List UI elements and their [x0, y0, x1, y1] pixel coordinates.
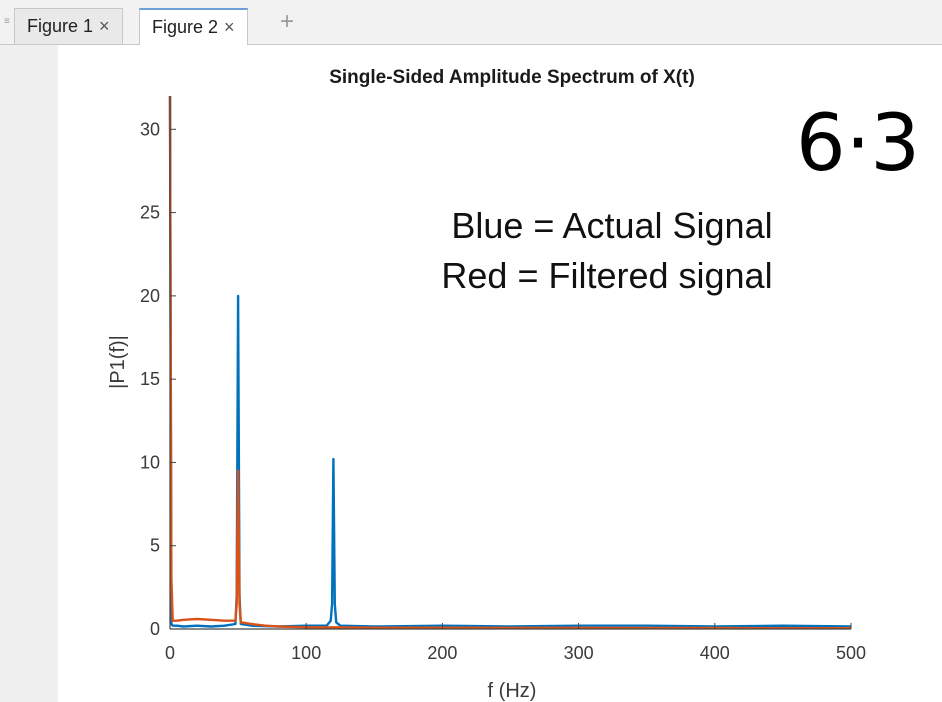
plot-lines — [168, 95, 852, 630]
figure-tab-bar: ≡ Figure 1 × Figure 2 × + — [0, 0, 942, 45]
x-tick-label: 500 — [836, 643, 866, 663]
figure-canvas — [58, 45, 942, 702]
grip-icon[interactable]: ≡ — [4, 16, 10, 27]
tab-figure-2[interactable]: Figure 2 × — [139, 8, 248, 45]
x-tick-label: 400 — [700, 643, 730, 663]
y-tick-label: 20 — [140, 286, 160, 306]
close-icon[interactable]: × — [224, 17, 235, 37]
annotation-line-1: Blue = Actual Signal — [451, 205, 772, 246]
y-tick-label: 15 — [140, 369, 160, 389]
series-line-2 — [168, 95, 851, 630]
x-tick-label: 100 — [291, 643, 321, 663]
x-ticks: 0 100 200 300 400 500 — [165, 623, 866, 663]
y-tick-label: 10 — [140, 452, 160, 472]
tab-figure-2-label: Figure 2 — [152, 17, 219, 37]
close-icon[interactable]: × — [99, 16, 110, 36]
x-tick-label: 200 — [427, 643, 457, 663]
y-tick-label: 5 — [150, 536, 160, 556]
y-ticks: 0 5 10 15 20 25 30 — [140, 119, 176, 639]
left-pane — [0, 45, 58, 702]
annotation-line-2: Red = Filtered signal — [441, 255, 772, 296]
axes — [169, 96, 851, 630]
y-tick-label: 25 — [140, 203, 160, 223]
y-tick-label: 30 — [140, 119, 160, 139]
tab-figure-1[interactable]: Figure 1 × — [14, 8, 123, 44]
y-axis-label: |P1(f)| — [107, 335, 129, 389]
y-tick-label: 0 — [150, 619, 160, 639]
x-axis-label: f (Hz) — [488, 680, 537, 702]
x-tick-label: 0 — [165, 643, 175, 663]
chart-title: Single-Sided Amplitude Spectrum of X(t) — [329, 67, 695, 88]
add-tab-icon[interactable]: + — [280, 8, 295, 35]
series-line-1 — [168, 95, 852, 628]
handwritten-note: 6·3 — [796, 99, 920, 189]
tab-figure-1-label: Figure 1 — [27, 16, 94, 36]
x-tick-label: 300 — [564, 643, 594, 663]
